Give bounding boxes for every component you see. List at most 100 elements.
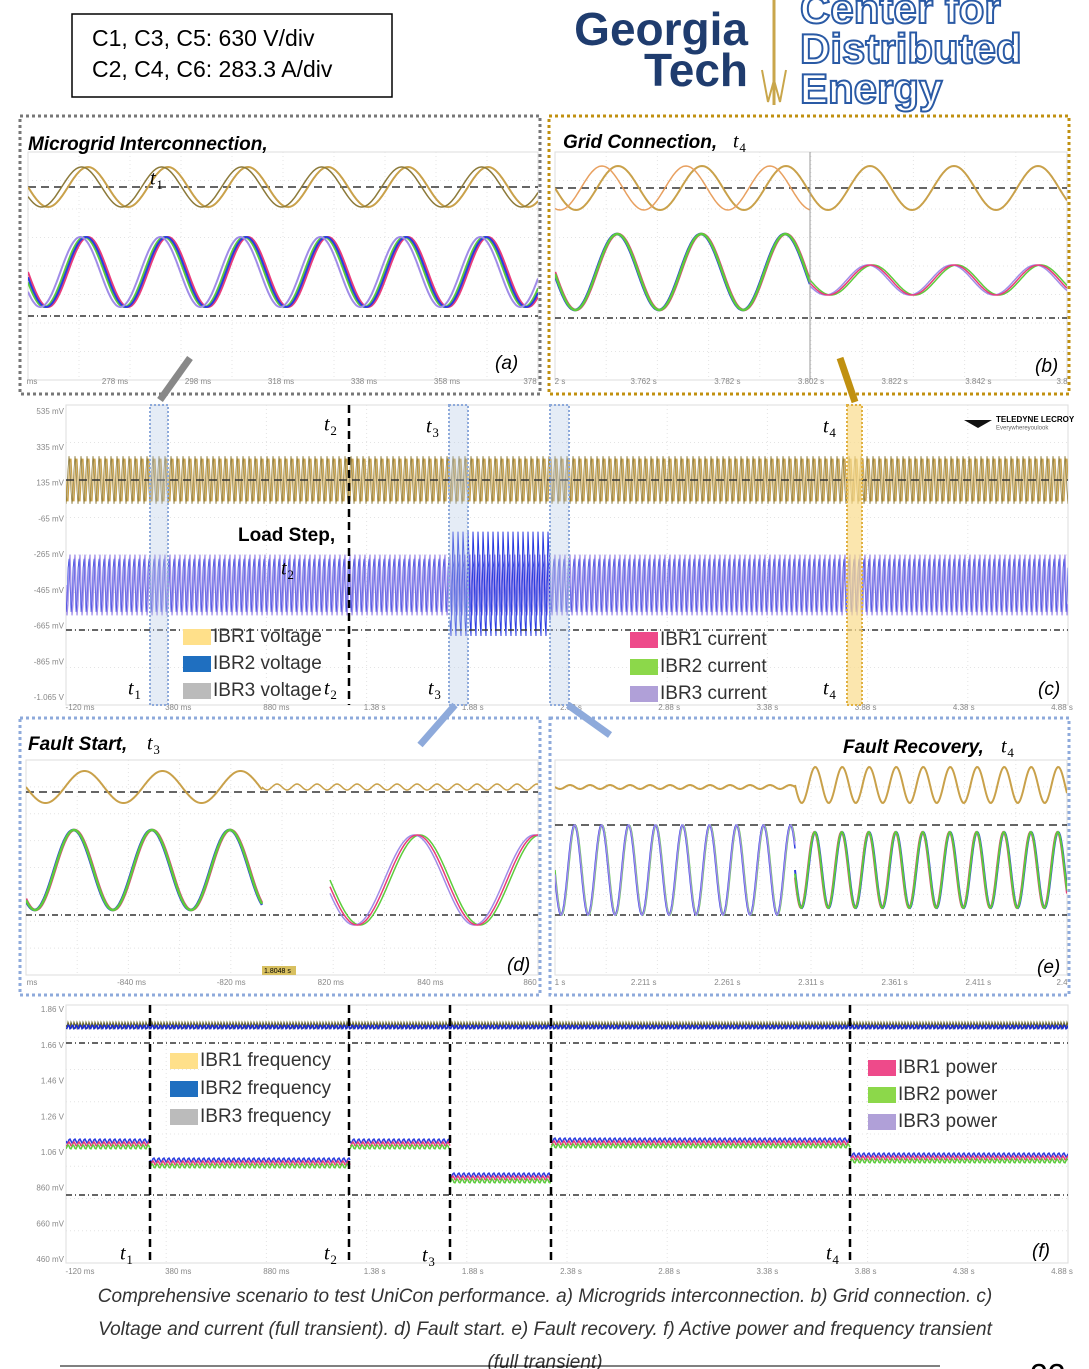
x-tick-label: -820 ms bbox=[217, 978, 246, 987]
y-tick-label: -665 mV bbox=[34, 622, 65, 631]
panel-title: Microgrid Interconnection, bbox=[28, 134, 268, 155]
waveform bbox=[149, 1159, 351, 1166]
logo-mark bbox=[761, 69, 787, 103]
waveform bbox=[66, 1143, 151, 1150]
time-marker-sub: 2 bbox=[287, 567, 294, 582]
panel-frame bbox=[547, 114, 1071, 396]
time-marker-sub: 4 bbox=[1007, 745, 1014, 760]
legend-label: IBR3 power bbox=[898, 1111, 998, 1132]
highlight-window bbox=[846, 404, 863, 706]
x-tick-label: ms bbox=[27, 377, 38, 386]
x-tick-label: 1.88 s bbox=[462, 1267, 484, 1276]
waveform bbox=[349, 1137, 451, 1145]
x-tick-label: -120 ms bbox=[66, 1267, 95, 1276]
x-tick-label: 860 bbox=[523, 978, 537, 987]
caption: (full transient) bbox=[487, 1352, 602, 1369]
waveform bbox=[149, 1162, 351, 1169]
x-tick-label: 2.88 s bbox=[658, 703, 680, 712]
waveform bbox=[28, 166, 538, 208]
x-tick-label: 3.88 s bbox=[855, 1267, 877, 1276]
legend-label: IBR1 current bbox=[660, 629, 767, 650]
x-tick-label: 358 ms bbox=[434, 377, 460, 386]
legend-swatch bbox=[170, 1053, 198, 1069]
x-tick-label: 840 ms bbox=[417, 978, 443, 987]
time-marker: t bbox=[128, 678, 134, 700]
legend-swatch bbox=[170, 1109, 198, 1125]
legend-label: IBR3 voltage bbox=[213, 680, 322, 701]
time-marker: t bbox=[281, 558, 287, 580]
waveform bbox=[555, 164, 1067, 212]
x-tick-label: 1.38 s bbox=[364, 703, 386, 712]
x-tick-label: 3.842 s bbox=[965, 377, 991, 386]
legend-swatch bbox=[183, 629, 211, 645]
time-marker: t bbox=[324, 678, 330, 700]
waveform bbox=[261, 783, 538, 791]
x-tick-label: 2.311 s bbox=[798, 978, 824, 987]
legend-swatch bbox=[630, 632, 658, 648]
panel-title: Grid Connection, bbox=[563, 132, 717, 153]
time-marker-sub: 3 bbox=[432, 425, 439, 440]
time-marker-sub: 1 bbox=[156, 177, 163, 192]
time-marker: t bbox=[120, 1243, 126, 1265]
x-tick-label: 2.361 s bbox=[882, 978, 908, 987]
brand-mark bbox=[964, 420, 992, 428]
waveform bbox=[66, 1024, 1068, 1030]
x-tick-label: 3.782 s bbox=[714, 377, 740, 386]
x-tick-label: 380 ms bbox=[165, 703, 191, 712]
x-tick-label: 3.762 s bbox=[631, 377, 657, 386]
waveform bbox=[449, 531, 551, 637]
time-marker: t bbox=[823, 678, 829, 700]
content: Microgrid Interconnection,t 1(a)ms 278 ms 2… bbox=[25, 131, 1075, 1369]
x-tick-label: 3.38 s bbox=[757, 703, 779, 712]
y-tick-label: 860 mV bbox=[36, 1184, 64, 1193]
cursor-tag bbox=[262, 966, 296, 975]
y-tick-label: 660 mV bbox=[36, 1219, 64, 1228]
y-tick-label: 1.06 V bbox=[41, 1148, 65, 1157]
panel-label: (b) bbox=[1035, 356, 1058, 377]
brand: TELEDYNE LECROY bbox=[996, 415, 1075, 424]
logo-text: Tech bbox=[644, 44, 748, 96]
caption: Comprehensive scenario to test UniCon pe… bbox=[98, 1286, 992, 1307]
highlight-window bbox=[448, 404, 469, 706]
x-tick-label: 278 ms bbox=[102, 377, 128, 386]
time-marker: t bbox=[324, 414, 330, 436]
panel-frame bbox=[548, 716, 1071, 997]
waveform bbox=[349, 1140, 451, 1147]
highlight-window bbox=[549, 404, 570, 706]
page-number: 22 bbox=[1030, 1357, 1066, 1369]
arrow bbox=[565, 702, 613, 738]
x-tick-label: 4.88 s bbox=[1051, 703, 1073, 712]
time-marker-sub: 1 bbox=[126, 1252, 132, 1267]
waveform bbox=[555, 783, 796, 791]
x-tick-label: 318 ms bbox=[268, 377, 294, 386]
time-marker-sub: 2 bbox=[330, 1252, 337, 1267]
x-tick-label: 3.8 bbox=[1056, 377, 1068, 386]
time-marker-sub: 2 bbox=[330, 687, 337, 702]
waveform bbox=[555, 823, 796, 916]
legend-swatch bbox=[868, 1060, 896, 1076]
waveform bbox=[550, 1142, 851, 1149]
cursor-label: 1.8048 s bbox=[264, 968, 291, 975]
y-tick-label: -65 mV bbox=[38, 514, 64, 523]
waveform bbox=[329, 834, 538, 926]
x-tick-label: 2 s bbox=[555, 377, 566, 386]
y-tick-label: 1.86 V bbox=[41, 1005, 65, 1014]
scale-note: C1, C3, C5: 630 V/div bbox=[92, 25, 315, 51]
legend-swatch bbox=[630, 686, 658, 702]
y-tick-label: -865 mV bbox=[34, 657, 65, 666]
waveform bbox=[66, 554, 1068, 616]
logo-text: Energy bbox=[800, 65, 943, 112]
time-marker-sub: 4 bbox=[829, 687, 836, 702]
waveform bbox=[809, 264, 1067, 296]
waveform bbox=[66, 456, 1068, 504]
panel-frame bbox=[18, 716, 542, 997]
x-tick-label: 2.411 s bbox=[966, 978, 992, 987]
arrow bbox=[417, 702, 458, 748]
panel-label: (a) bbox=[495, 353, 518, 374]
time-marker: t bbox=[422, 1245, 428, 1267]
waveform bbox=[555, 232, 812, 312]
x-tick-label: 378 bbox=[523, 377, 537, 386]
waveform bbox=[28, 236, 538, 308]
time-marker-sub: 1 bbox=[134, 687, 141, 702]
